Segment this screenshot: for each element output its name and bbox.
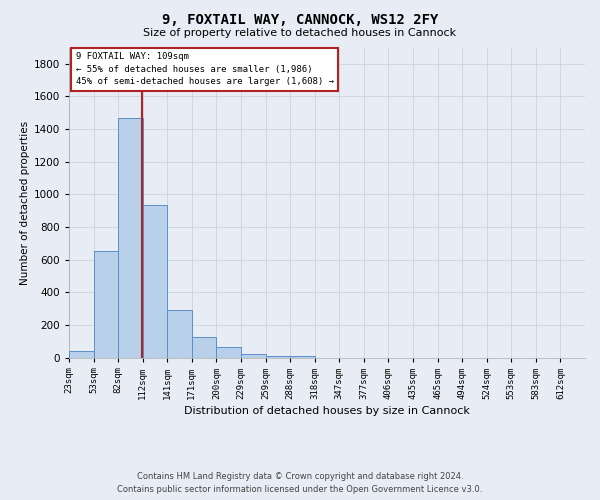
Bar — [118, 118, 143, 358]
X-axis label: Distribution of detached houses by size in Cannock: Distribution of detached houses by size … — [184, 406, 470, 415]
Bar — [217, 348, 241, 358]
Bar — [192, 337, 217, 357]
Text: 9, FOXTAIL WAY, CANNOCK, WS12 2FY: 9, FOXTAIL WAY, CANNOCK, WS12 2FY — [162, 12, 438, 26]
Text: 9 FOXTAIL WAY: 109sqm
← 55% of detached houses are smaller (1,986)
45% of semi-d: 9 FOXTAIL WAY: 109sqm ← 55% of detached … — [76, 52, 334, 86]
Bar — [266, 356, 290, 358]
Bar — [143, 205, 167, 358]
Bar — [167, 310, 192, 358]
Text: Size of property relative to detached houses in Cannock: Size of property relative to detached ho… — [143, 28, 457, 38]
Bar — [241, 354, 266, 358]
Bar — [290, 356, 315, 358]
Bar — [69, 352, 94, 358]
Text: Contains HM Land Registry data © Crown copyright and database right 2024.
Contai: Contains HM Land Registry data © Crown c… — [118, 472, 482, 494]
Bar — [94, 252, 118, 358]
Y-axis label: Number of detached properties: Number of detached properties — [20, 120, 29, 284]
